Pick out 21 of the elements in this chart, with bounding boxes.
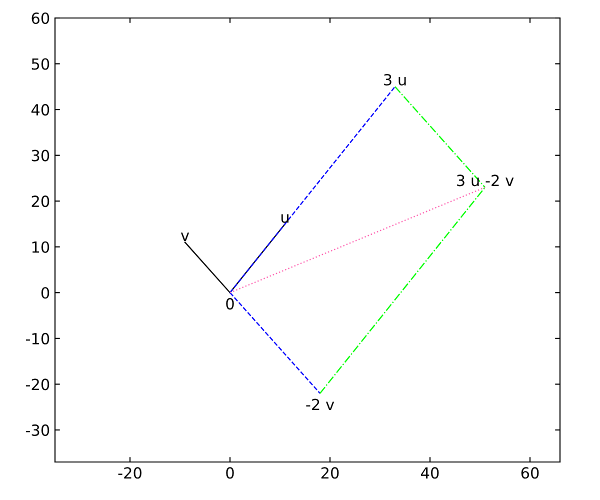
y-tick-label: 0 <box>41 287 50 299</box>
y-tick-label: 10 <box>32 241 50 253</box>
y-tick-label: -20 <box>26 378 50 390</box>
x-tick-label: -20 <box>118 467 142 479</box>
annotation: v <box>180 232 190 241</box>
y-tick-label: 30 <box>32 150 50 162</box>
annotation: 3 u <box>384 74 406 86</box>
annotation: u <box>281 214 288 223</box>
y-tick-label: 60 <box>32 12 50 24</box>
y-tick-label: -30 <box>26 424 50 436</box>
x-tick-label: 40 <box>421 467 439 479</box>
y-tick-label: -10 <box>26 332 50 344</box>
annotation: -2 v <box>306 398 334 410</box>
x-tick-label: 20 <box>321 467 339 479</box>
x-tick-label: 0 <box>226 467 234 479</box>
y-tick-label: 50 <box>32 58 50 70</box>
y-tick-label: 40 <box>31 104 50 116</box>
annotation: 3 u -2 v <box>457 174 514 186</box>
y-tick-label: 20 <box>32 196 50 208</box>
annotation: 0 <box>226 298 234 310</box>
x-tick-label: 60 <box>521 467 539 479</box>
